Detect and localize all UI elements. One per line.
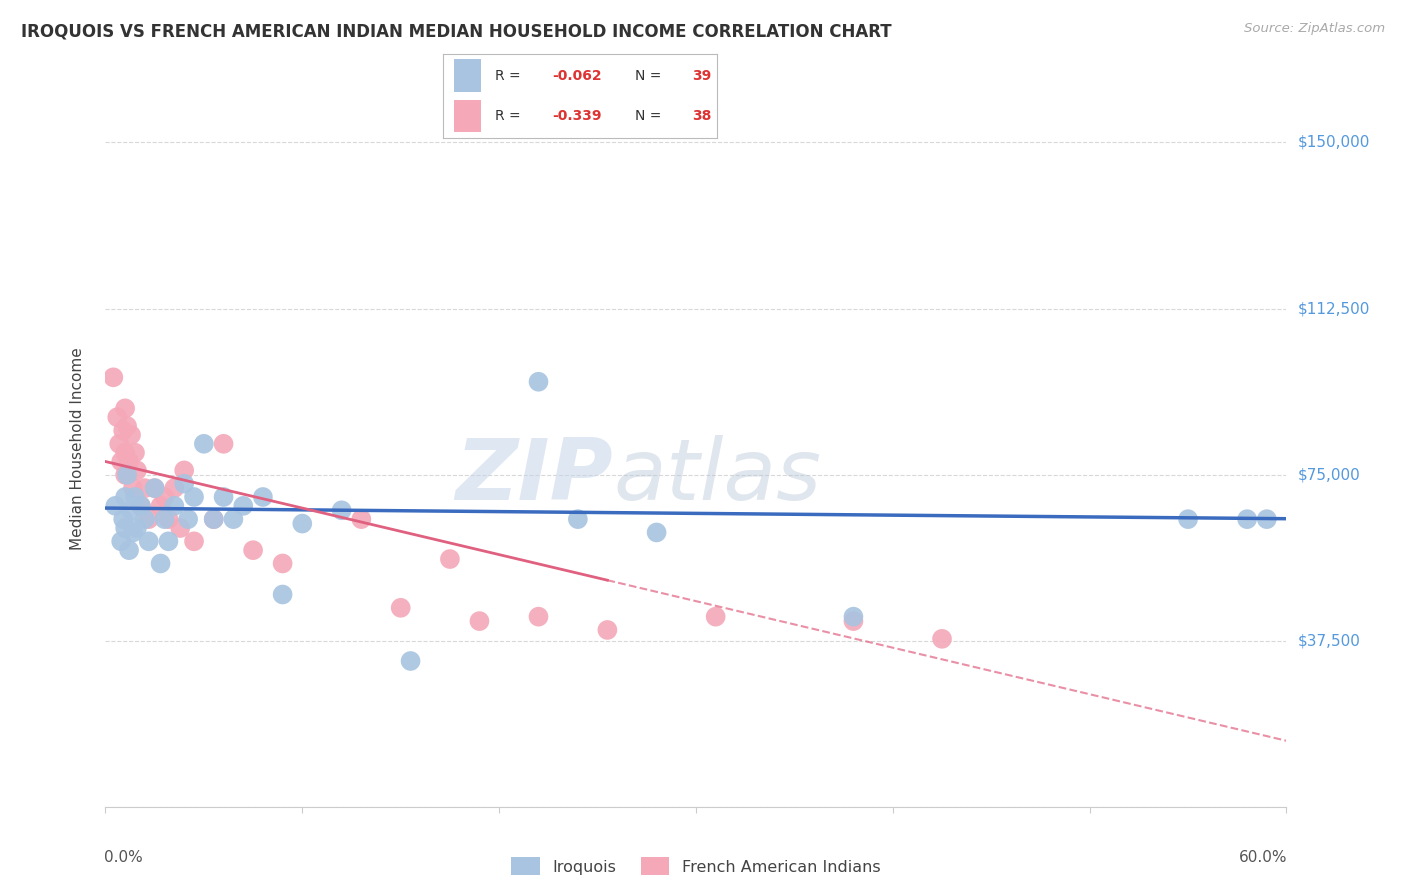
Point (1177, 512, 1199, 526)
Text: -0.339: -0.339 (553, 109, 602, 123)
Text: 60.0%: 60.0% (1239, 850, 1288, 865)
Point (842, 609, 865, 624)
Point (212, 490, 235, 504)
Point (105, 410, 128, 425)
Point (124, 490, 146, 504)
Point (118, 543, 141, 558)
Text: R =: R = (495, 109, 524, 123)
Point (157, 534, 180, 549)
Point (527, 609, 550, 624)
Point (134, 512, 156, 526)
Y-axis label: Median Household Income: Median Household Income (70, 347, 84, 549)
Point (389, 600, 412, 615)
Point (157, 512, 180, 526)
Point (271, 557, 294, 571)
Point (242, 543, 264, 558)
Legend: Iroquois, French American Indians: Iroquois, French American Indians (505, 851, 887, 882)
Point (645, 525, 668, 540)
Text: N =: N = (636, 69, 665, 83)
Point (108, 437, 131, 451)
Point (129, 499, 152, 513)
Point (439, 552, 461, 566)
Text: -0.062: -0.062 (553, 69, 602, 83)
Point (115, 419, 138, 434)
Point (112, 512, 135, 526)
Bar (454, 60, 481, 92)
Point (1236, 512, 1258, 526)
Point (271, 587, 294, 601)
Point (143, 481, 166, 495)
Text: $75,000: $75,000 (1298, 467, 1361, 483)
Point (125, 463, 148, 477)
Point (118, 454, 141, 468)
Point (149, 499, 172, 513)
Text: N =: N = (636, 109, 665, 123)
Point (129, 499, 152, 513)
Point (114, 401, 136, 416)
Point (103, 370, 125, 384)
Point (212, 437, 235, 451)
Text: Source: ZipAtlas.com: Source: ZipAtlas.com (1244, 22, 1385, 36)
Point (173, 476, 195, 491)
Point (202, 512, 225, 526)
Point (704, 609, 727, 624)
Text: 0.0%: 0.0% (104, 850, 143, 865)
Point (125, 521, 148, 535)
Point (193, 437, 215, 451)
Point (222, 512, 245, 526)
Point (202, 512, 225, 526)
Point (163, 499, 186, 513)
Point (114, 490, 136, 504)
Point (173, 463, 195, 477)
Point (169, 521, 191, 535)
Text: $37,500: $37,500 (1298, 633, 1361, 648)
Point (149, 557, 172, 571)
Point (120, 428, 142, 442)
Point (399, 654, 422, 668)
Point (110, 454, 132, 468)
Point (163, 481, 186, 495)
Point (567, 512, 589, 526)
Point (115, 467, 138, 482)
Point (122, 525, 145, 540)
Point (114, 521, 136, 535)
Point (842, 614, 865, 628)
Point (124, 445, 146, 459)
Point (114, 445, 136, 459)
Point (596, 623, 619, 637)
Point (177, 512, 200, 526)
Text: atlas: atlas (613, 435, 821, 518)
Point (232, 499, 254, 513)
Point (330, 503, 353, 517)
Text: 38: 38 (692, 109, 711, 123)
Point (931, 632, 953, 646)
Text: ZIP: ZIP (456, 435, 613, 518)
Text: $112,500: $112,500 (1298, 301, 1369, 316)
Point (183, 490, 205, 504)
Point (122, 481, 145, 495)
Point (120, 503, 142, 517)
Text: IROQUOIS VS FRENCH AMERICAN INDIAN MEDIAN HOUSEHOLD INCOME CORRELATION CHART: IROQUOIS VS FRENCH AMERICAN INDIAN MEDIA… (21, 22, 891, 40)
Point (153, 512, 176, 526)
Text: 39: 39 (692, 69, 711, 83)
Point (104, 499, 127, 513)
Text: $150,000: $150,000 (1298, 135, 1369, 150)
Point (468, 614, 491, 628)
Bar (454, 100, 481, 132)
Point (138, 534, 160, 549)
Point (110, 534, 132, 549)
Point (134, 481, 156, 495)
Point (1256, 512, 1278, 526)
Point (153, 490, 176, 504)
Point (252, 490, 274, 504)
Text: R =: R = (495, 69, 524, 83)
Point (114, 467, 136, 482)
Point (183, 534, 205, 549)
Point (527, 375, 550, 389)
Point (143, 481, 166, 495)
Point (138, 512, 160, 526)
Point (350, 512, 373, 526)
Point (112, 424, 135, 438)
Point (291, 516, 314, 531)
